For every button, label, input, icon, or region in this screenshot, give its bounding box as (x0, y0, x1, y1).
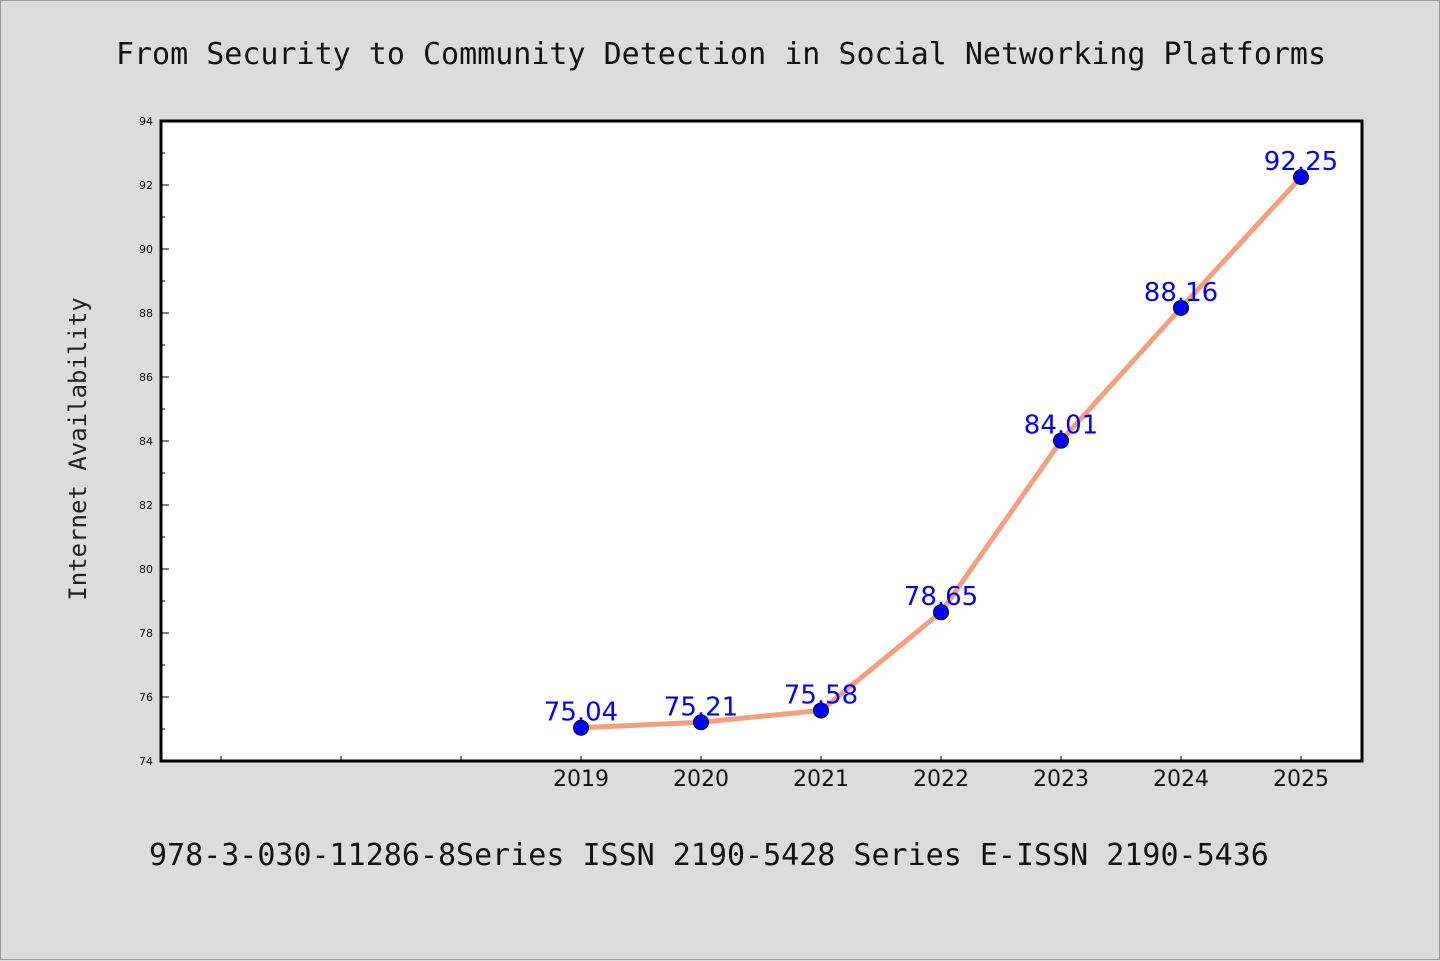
data-point (813, 702, 829, 719)
y-tick-label: 90 (139, 243, 153, 256)
y-tick-label: 74 (139, 755, 153, 768)
series-layer (573, 169, 1309, 736)
x-tick-label: 2022 (913, 767, 969, 792)
data-point (573, 719, 589, 736)
data-point (1053, 432, 1069, 449)
data-point (693, 714, 709, 731)
y-tick-label: 78 (139, 627, 153, 640)
y-tick-label: 88 (139, 307, 153, 320)
data-label: 78.65 (904, 582, 978, 612)
data-point (1293, 169, 1309, 185)
y-tick-label: 94 (139, 115, 153, 128)
x-axis: 2019 2020 2021 2022 2023 2024 2025 (220, 756, 1329, 792)
plot-area (159, 119, 1364, 763)
y-axis-label: Internet Availability (64, 297, 92, 600)
data-label-layer: 75.04 75.21 75.58 78.65 84.01 88.16 92.25 (544, 147, 1338, 728)
data-label: 84.01 (1024, 411, 1098, 441)
data-label: 75.04 (544, 698, 618, 728)
x-tick-label: 2025 (1273, 767, 1329, 792)
x-tick-label: 2021 (793, 767, 849, 792)
data-label: 92.25 (1264, 147, 1338, 177)
y-tick-label: 92 (139, 179, 153, 192)
y-tick-label: 82 (139, 499, 153, 512)
data-point (1173, 299, 1189, 316)
x-tick-label: 2020 (673, 767, 729, 792)
data-label: 75.58 (784, 680, 858, 710)
y-tick-label: 86 (139, 371, 153, 384)
y-axis: 74 76 78 80 82 84 86 88 90 92 94 (139, 115, 169, 768)
chart-title: From Security to Community Detection in … (116, 37, 1326, 72)
x-tick-label: 2019 (553, 767, 609, 792)
footer-text: 978-3-030-11286-8Series ISSN 2190-5428 S… (149, 838, 1269, 873)
data-point (933, 604, 949, 621)
x-tick-label: 2023 (1033, 767, 1089, 792)
x-tick-label: 2024 (1153, 767, 1209, 792)
data-label: 75.21 (664, 692, 738, 722)
y-tick-label: 84 (139, 435, 153, 448)
data-label: 88.16 (1144, 278, 1218, 308)
y-tick-label: 76 (139, 691, 153, 704)
y-tick-label: 80 (139, 563, 153, 576)
